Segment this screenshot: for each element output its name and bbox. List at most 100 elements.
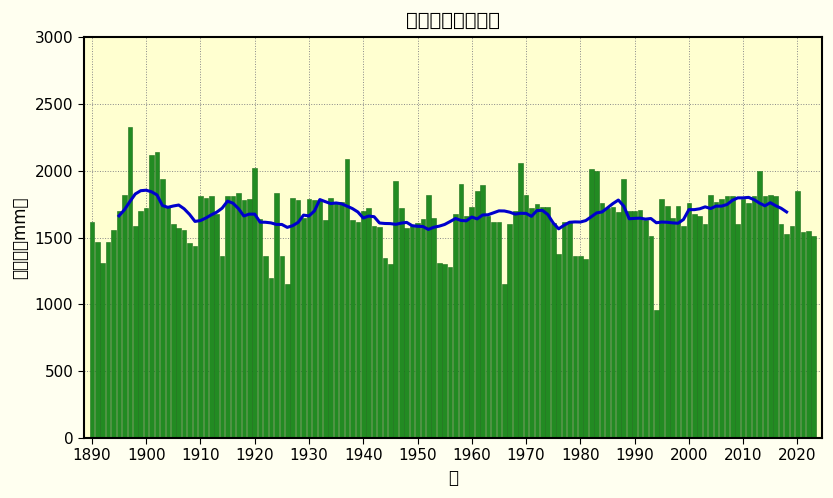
Bar bbox=[192, 246, 197, 438]
Bar bbox=[155, 152, 159, 438]
Title: 名古屋の年降水量: 名古屋の年降水量 bbox=[406, 11, 500, 30]
Bar bbox=[762, 196, 767, 438]
Bar bbox=[561, 222, 566, 438]
Bar bbox=[796, 191, 800, 438]
Bar bbox=[459, 184, 463, 438]
Bar bbox=[481, 185, 485, 438]
Bar bbox=[507, 224, 512, 438]
Bar bbox=[377, 227, 382, 438]
Bar bbox=[572, 256, 577, 438]
Bar bbox=[496, 222, 501, 438]
Bar bbox=[546, 207, 550, 438]
Bar bbox=[339, 202, 344, 438]
Bar bbox=[382, 257, 387, 438]
Bar bbox=[317, 200, 322, 438]
Bar bbox=[257, 219, 262, 438]
Bar bbox=[166, 206, 170, 438]
Bar bbox=[334, 203, 338, 438]
Bar bbox=[247, 199, 252, 438]
Bar bbox=[361, 211, 366, 438]
Bar bbox=[811, 236, 816, 438]
Bar bbox=[345, 159, 349, 438]
Bar bbox=[231, 196, 235, 438]
Bar bbox=[117, 211, 122, 438]
Bar bbox=[475, 191, 480, 438]
Bar bbox=[431, 218, 436, 438]
Bar bbox=[138, 211, 143, 438]
Bar bbox=[106, 242, 111, 438]
Bar bbox=[692, 214, 696, 438]
Bar bbox=[95, 242, 100, 438]
Bar bbox=[307, 199, 312, 438]
Bar bbox=[182, 230, 187, 438]
Bar bbox=[578, 256, 582, 438]
Bar bbox=[177, 228, 181, 438]
Bar bbox=[127, 126, 132, 438]
Bar bbox=[736, 224, 740, 438]
Bar bbox=[556, 253, 561, 438]
X-axis label: 年: 年 bbox=[448, 469, 458, 487]
Bar bbox=[486, 216, 491, 438]
Bar bbox=[236, 194, 241, 438]
Bar bbox=[654, 310, 659, 438]
Bar bbox=[144, 208, 148, 438]
Bar bbox=[627, 211, 631, 438]
Bar bbox=[567, 222, 571, 438]
Bar bbox=[415, 223, 420, 438]
Bar bbox=[225, 196, 230, 438]
Bar bbox=[470, 207, 474, 438]
Bar bbox=[350, 220, 355, 438]
Bar bbox=[252, 168, 257, 438]
Bar bbox=[464, 216, 469, 438]
Bar bbox=[719, 199, 724, 438]
Bar bbox=[323, 220, 327, 438]
Bar bbox=[367, 208, 371, 438]
Bar bbox=[751, 196, 756, 438]
Bar bbox=[741, 199, 746, 438]
Bar bbox=[453, 214, 458, 438]
Bar bbox=[410, 226, 414, 438]
Bar bbox=[421, 219, 426, 438]
Bar bbox=[757, 171, 761, 438]
Bar bbox=[725, 196, 729, 438]
Bar bbox=[393, 181, 398, 438]
Bar bbox=[594, 171, 599, 438]
Bar bbox=[638, 210, 642, 438]
Bar bbox=[529, 208, 534, 438]
Bar bbox=[606, 208, 610, 438]
Bar bbox=[269, 278, 273, 438]
Bar bbox=[112, 230, 116, 438]
Bar bbox=[404, 228, 409, 438]
Bar bbox=[302, 218, 306, 438]
Bar bbox=[296, 200, 301, 438]
Bar bbox=[703, 224, 707, 438]
Bar bbox=[643, 220, 648, 438]
Bar bbox=[220, 256, 224, 438]
Bar bbox=[133, 226, 137, 438]
Bar bbox=[263, 256, 268, 438]
Bar bbox=[621, 179, 626, 438]
Bar bbox=[513, 211, 517, 438]
Bar bbox=[388, 264, 392, 438]
Bar bbox=[101, 263, 105, 438]
Bar bbox=[551, 223, 556, 438]
Bar bbox=[616, 212, 621, 438]
Bar bbox=[285, 284, 290, 438]
Bar bbox=[291, 198, 295, 438]
Bar bbox=[801, 232, 806, 438]
Bar bbox=[242, 200, 246, 438]
Bar bbox=[535, 204, 539, 438]
Bar bbox=[203, 198, 208, 438]
Bar bbox=[686, 203, 691, 438]
Bar bbox=[649, 236, 653, 438]
Bar bbox=[328, 198, 333, 438]
Bar bbox=[518, 163, 523, 438]
Bar bbox=[280, 256, 284, 438]
Bar bbox=[790, 226, 795, 438]
Bar bbox=[779, 224, 784, 438]
Bar bbox=[187, 243, 192, 438]
Bar bbox=[274, 194, 279, 438]
Bar bbox=[785, 234, 789, 438]
Bar bbox=[160, 179, 165, 438]
Bar bbox=[437, 263, 441, 438]
